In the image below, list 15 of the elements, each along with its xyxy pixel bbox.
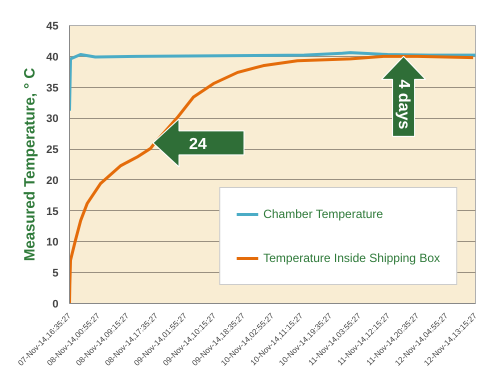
y-tick-label: 0: [52, 298, 59, 310]
y-tick-label: 25: [46, 144, 59, 156]
y-tick-label: 10: [46, 236, 59, 249]
y-tick-label: 45: [46, 20, 59, 32]
annotation: 24: [188, 136, 207, 153]
y-tick-label: 15: [46, 206, 59, 218]
y-tick-label: 20: [46, 174, 59, 187]
y-tick-label: 40: [46, 51, 59, 64]
y-axis-title: Measured Temperature, ° C: [21, 68, 38, 262]
y-tick-label: 35: [46, 82, 59, 94]
y-tick-label: 30: [46, 113, 59, 126]
legend-label: Chamber Temperature: [263, 207, 384, 221]
legend-label: Temperature Inside Shipping Box: [263, 251, 440, 265]
annotation: 4 days: [395, 79, 412, 130]
y-tick-label: 5: [52, 268, 59, 280]
